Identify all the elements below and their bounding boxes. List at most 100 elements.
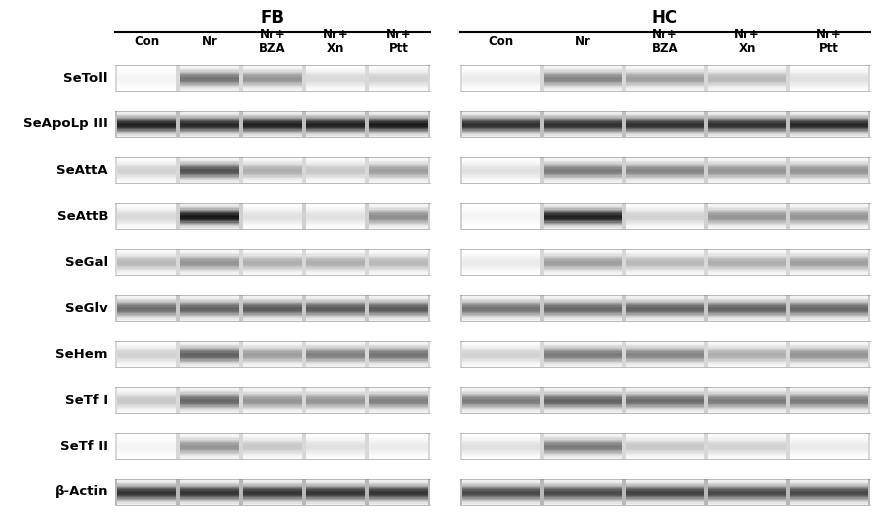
Bar xyxy=(544,163,622,165)
Bar xyxy=(369,491,428,492)
Bar xyxy=(180,496,239,497)
Text: HC: HC xyxy=(652,9,678,27)
Bar xyxy=(626,307,704,309)
Bar xyxy=(790,354,868,356)
Bar xyxy=(790,443,868,445)
Bar xyxy=(462,342,540,344)
Bar xyxy=(243,125,302,127)
Bar xyxy=(117,296,176,298)
Bar xyxy=(369,120,428,122)
Bar xyxy=(243,487,302,489)
Bar xyxy=(369,434,428,436)
Bar xyxy=(790,387,868,389)
Bar xyxy=(369,166,428,168)
Text: Nr+: Nr+ xyxy=(323,29,348,42)
Bar xyxy=(544,307,622,309)
Bar xyxy=(626,90,704,91)
Bar xyxy=(708,364,786,366)
Bar xyxy=(117,79,176,81)
Bar xyxy=(626,395,704,397)
Bar xyxy=(243,343,302,346)
Bar xyxy=(117,355,176,357)
Bar xyxy=(117,127,176,128)
Bar xyxy=(790,437,868,438)
Bar xyxy=(790,313,868,315)
Bar xyxy=(462,168,540,169)
Bar xyxy=(790,300,868,302)
Bar xyxy=(369,222,428,224)
Bar xyxy=(117,345,176,347)
Bar xyxy=(306,409,365,411)
Bar xyxy=(626,346,704,348)
Bar xyxy=(544,389,622,392)
Bar xyxy=(626,311,704,312)
Bar xyxy=(462,349,540,351)
Bar xyxy=(117,492,176,494)
Bar xyxy=(708,178,786,180)
Bar xyxy=(180,399,239,400)
Bar xyxy=(369,130,428,132)
Bar xyxy=(462,345,540,347)
Bar xyxy=(544,400,622,402)
Bar xyxy=(243,442,302,444)
Bar xyxy=(544,265,622,266)
Bar xyxy=(117,213,176,215)
Bar xyxy=(243,168,302,169)
Bar xyxy=(369,302,428,303)
Bar xyxy=(180,129,239,131)
Bar xyxy=(626,408,704,410)
Bar xyxy=(790,211,868,212)
Bar xyxy=(544,170,622,172)
Bar xyxy=(369,358,428,360)
Bar xyxy=(306,259,365,261)
Bar xyxy=(544,219,622,220)
Bar xyxy=(306,219,365,220)
Bar xyxy=(306,228,365,230)
Bar xyxy=(180,359,239,361)
Bar xyxy=(117,438,176,440)
Bar xyxy=(180,443,239,445)
Bar xyxy=(462,487,540,489)
Bar xyxy=(790,262,868,264)
Bar xyxy=(544,203,622,205)
Bar xyxy=(790,175,868,177)
Bar xyxy=(117,158,176,160)
Bar xyxy=(790,458,868,459)
Bar xyxy=(369,354,428,356)
Bar xyxy=(306,483,365,485)
Bar xyxy=(369,260,428,263)
Bar xyxy=(369,359,428,361)
Bar xyxy=(180,404,239,406)
Bar xyxy=(117,408,176,410)
Bar xyxy=(369,88,428,90)
Bar xyxy=(462,438,540,440)
Bar xyxy=(626,74,704,76)
Bar xyxy=(180,504,239,505)
Bar xyxy=(243,407,302,408)
Bar xyxy=(790,130,868,132)
Bar xyxy=(306,73,365,75)
Bar xyxy=(243,298,302,300)
Bar xyxy=(708,310,786,311)
Bar xyxy=(180,215,239,217)
Bar xyxy=(117,434,176,436)
Bar xyxy=(117,358,176,360)
Bar xyxy=(626,483,704,485)
Bar xyxy=(369,90,428,91)
Bar xyxy=(544,493,622,495)
Bar xyxy=(544,228,622,230)
Bar xyxy=(243,433,302,435)
Bar xyxy=(369,447,428,449)
Bar xyxy=(462,224,540,226)
Bar xyxy=(369,399,428,400)
Bar xyxy=(243,219,302,220)
Bar xyxy=(708,394,786,395)
Bar xyxy=(626,500,704,502)
Bar xyxy=(544,79,622,81)
Bar xyxy=(180,480,239,482)
Bar xyxy=(626,66,704,68)
Bar xyxy=(626,355,704,357)
Bar xyxy=(369,219,428,220)
Text: Nr+: Nr+ xyxy=(652,29,678,42)
Bar xyxy=(790,263,868,265)
